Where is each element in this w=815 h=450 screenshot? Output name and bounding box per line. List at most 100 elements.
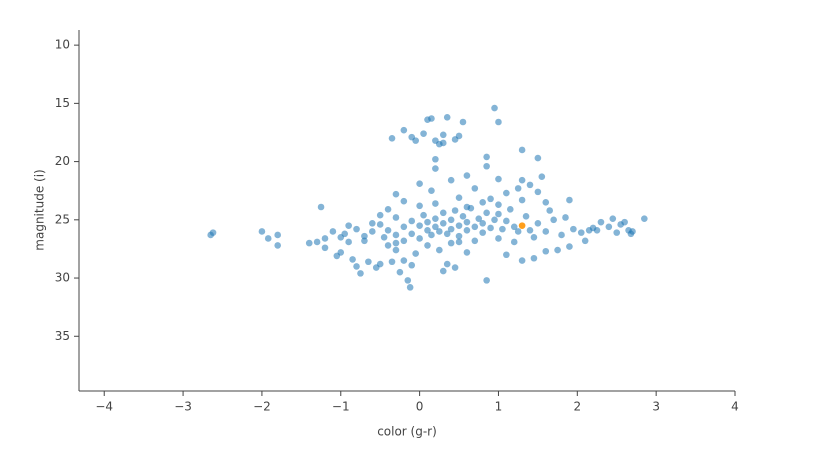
point xyxy=(392,231,400,239)
point xyxy=(463,249,471,256)
point xyxy=(613,229,621,236)
point xyxy=(471,237,479,245)
point xyxy=(424,242,431,249)
point xyxy=(597,218,605,226)
point xyxy=(471,223,479,231)
point xyxy=(447,239,455,247)
point xyxy=(436,228,443,235)
y-tick-label: 15 xyxy=(55,96,70,110)
point xyxy=(629,228,636,235)
point xyxy=(641,215,648,222)
x-axis-title: color (g-r) xyxy=(377,425,437,439)
point xyxy=(495,235,502,242)
point xyxy=(416,180,423,188)
point xyxy=(376,260,384,268)
point xyxy=(264,235,272,242)
y-tick-label: 20 xyxy=(55,154,70,168)
point xyxy=(349,256,356,263)
point xyxy=(317,203,325,211)
point xyxy=(337,249,345,256)
point xyxy=(479,220,486,227)
point xyxy=(400,197,408,205)
point xyxy=(439,131,447,139)
point xyxy=(514,228,522,235)
point xyxy=(558,231,565,239)
point xyxy=(432,200,439,207)
point xyxy=(420,211,427,219)
point xyxy=(526,181,534,189)
point xyxy=(408,230,416,238)
point xyxy=(209,229,217,236)
point xyxy=(369,220,376,227)
point xyxy=(487,224,494,232)
point xyxy=(503,217,510,225)
point xyxy=(424,218,431,226)
point xyxy=(451,264,459,271)
point xyxy=(479,199,486,206)
point xyxy=(609,215,617,222)
point xyxy=(530,233,538,241)
point xyxy=(345,238,352,246)
point xyxy=(534,154,542,162)
point xyxy=(274,242,281,249)
point xyxy=(542,199,550,206)
point xyxy=(593,226,601,234)
x-tick-label: 0 xyxy=(416,400,424,414)
point xyxy=(463,172,471,179)
point xyxy=(432,165,439,172)
point xyxy=(432,155,439,163)
point xyxy=(321,235,329,242)
point xyxy=(361,232,368,240)
point xyxy=(455,238,463,246)
point xyxy=(432,215,439,222)
point xyxy=(479,229,486,236)
point xyxy=(400,126,408,134)
point xyxy=(400,257,408,264)
point xyxy=(475,215,483,222)
point xyxy=(455,194,463,201)
x-tick-label: −2 xyxy=(253,400,271,414)
point xyxy=(447,225,455,233)
point xyxy=(570,225,577,233)
point xyxy=(514,185,522,192)
y-tick-label: 25 xyxy=(55,212,70,226)
point xyxy=(447,216,455,224)
point xyxy=(518,222,526,229)
point xyxy=(554,246,561,254)
x-tick-label: 1 xyxy=(495,400,503,414)
point xyxy=(388,135,396,142)
point xyxy=(305,239,313,247)
point xyxy=(495,210,502,218)
point xyxy=(392,190,400,198)
y-axis-title: magnitude (i) xyxy=(33,169,47,250)
point xyxy=(408,261,416,269)
point xyxy=(463,218,471,226)
point xyxy=(396,268,404,276)
point xyxy=(428,231,435,239)
point xyxy=(455,232,463,240)
point xyxy=(503,251,510,259)
point xyxy=(436,246,443,254)
point xyxy=(384,226,392,234)
point xyxy=(321,244,329,252)
point xyxy=(471,185,479,192)
point xyxy=(376,221,384,228)
point xyxy=(518,257,526,264)
point xyxy=(542,228,550,235)
point xyxy=(487,195,494,203)
point xyxy=(274,231,281,239)
y-tick-label: 30 xyxy=(55,271,70,285)
point xyxy=(542,247,550,255)
y-tick-label: 10 xyxy=(55,38,70,52)
point xyxy=(357,270,364,277)
point xyxy=(534,220,542,227)
point xyxy=(491,104,498,112)
point xyxy=(522,213,530,220)
point xyxy=(408,217,416,225)
point xyxy=(353,225,360,233)
point xyxy=(483,277,490,284)
point xyxy=(459,118,467,126)
point xyxy=(621,218,628,226)
point xyxy=(503,189,510,197)
point xyxy=(428,187,435,195)
